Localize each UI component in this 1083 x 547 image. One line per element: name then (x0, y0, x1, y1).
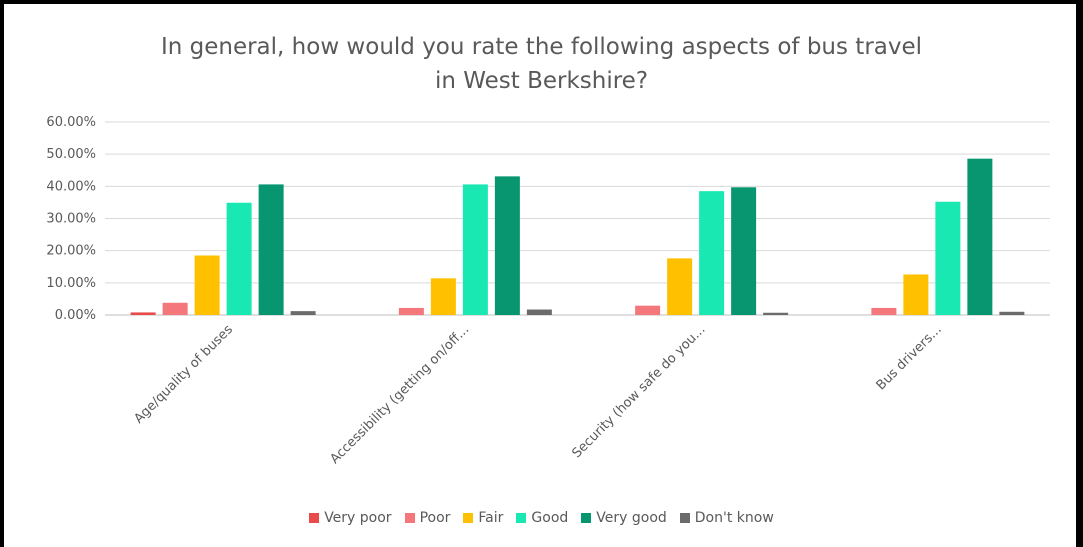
y-tick-label: 50.00% (46, 147, 96, 162)
bar-fair (903, 274, 929, 315)
y-tick-label: 20.00% (46, 244, 96, 259)
bar-poor (635, 305, 661, 315)
legend-swatch (679, 513, 690, 523)
bar-poor (162, 302, 188, 315)
legend-swatch (463, 513, 474, 523)
legend-item: Very poor (309, 510, 392, 526)
legend-item: Very good (581, 510, 667, 526)
bar-don-t-know (526, 309, 552, 315)
legend-swatch (516, 513, 527, 523)
bar-fair (667, 258, 693, 315)
legend-item: Don't know (679, 510, 774, 526)
x-category-label: Security (how safe do you... (569, 322, 708, 461)
legend-label: Don't know (694, 510, 774, 526)
chart-legend: Very poor Poor Fair Good Very good Don't know (0, 510, 1083, 526)
bar-good (462, 184, 488, 315)
legend-label: Very poor (324, 510, 392, 526)
bar-good (699, 191, 725, 315)
bar-fair (430, 278, 456, 315)
legend-swatch (404, 513, 415, 523)
x-category-label: Accessibility (getting on/off... (327, 322, 472, 467)
x-category-label: Age/quality of buses (131, 322, 236, 427)
legend-label: Poor (419, 510, 451, 526)
bar-good (226, 202, 252, 315)
bar-fair (194, 255, 220, 315)
y-tick-label: 30.00% (46, 212, 96, 227)
bar-don-t-know (763, 312, 789, 315)
chart-title: In general, how would you rate the follo… (0, 30, 1083, 98)
legend-swatch (309, 513, 320, 523)
bar-very-good (258, 184, 284, 315)
legend-item: Good (516, 510, 568, 526)
legend-label: Fair (478, 510, 504, 526)
bar-don-t-know (290, 311, 316, 315)
y-tick-label: 40.00% (46, 179, 96, 194)
bar-good (935, 201, 961, 315)
y-tick-label: 60.00% (46, 115, 96, 130)
bar-don-t-know (999, 311, 1025, 315)
bar-very-good (494, 176, 520, 315)
x-category-label: Bus drivers... (874, 322, 945, 393)
bar-very-good (731, 187, 757, 315)
chart-title-line-2: in West Berkshire? (434, 68, 649, 94)
bar-poor (871, 307, 897, 315)
bar-poor (398, 307, 424, 315)
bar-very-poor (130, 312, 156, 315)
legend-label: Very good (596, 510, 667, 526)
y-tick-label: 0.00% (55, 308, 96, 323)
legend-swatch (581, 513, 592, 523)
chart-title-line-1: In general, how would you rate the follo… (160, 34, 923, 60)
bar-very-good (967, 158, 993, 315)
legend-item: Fair (463, 510, 503, 526)
y-tick-label: 10.00% (46, 276, 96, 291)
legend-item: Poor (404, 510, 451, 526)
legend-label: Good (531, 510, 569, 526)
